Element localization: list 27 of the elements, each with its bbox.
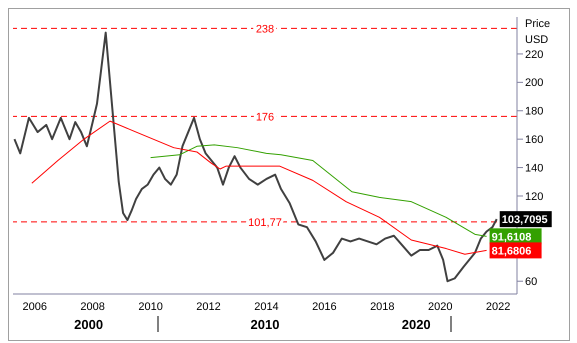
x-tick-label: 2008 bbox=[80, 300, 105, 313]
x-tick-label: 2018 bbox=[370, 300, 395, 313]
x-tick-label: 2016 bbox=[312, 300, 337, 313]
data-label: 103,7095 bbox=[502, 214, 548, 226]
text: 2000 bbox=[74, 317, 104, 332]
y-tick-label: 120 bbox=[525, 190, 544, 203]
ref-line-label: 176 bbox=[256, 111, 274, 124]
x-tick-label: 2014 bbox=[254, 300, 279, 313]
y-axis-title: Price USD bbox=[525, 18, 550, 46]
y-tick-label: 180 bbox=[525, 106, 544, 118]
line-series bbox=[150, 144, 488, 237]
x-tick-label: 2006 bbox=[22, 300, 47, 313]
y-tick-label: 220 bbox=[525, 48, 544, 61]
ref-line-label: 101,77 bbox=[248, 216, 282, 229]
ref-line-label: 238 bbox=[256, 23, 274, 36]
y-tick-label: 200 bbox=[525, 77, 544, 90]
x-tick-label: 2022 bbox=[486, 300, 510, 313]
x-tick-label: 2020 bbox=[428, 300, 452, 313]
text: 2010 bbox=[250, 317, 280, 332]
y-tick-label: 60 bbox=[525, 276, 538, 288]
y-tick-label: 140 bbox=[525, 162, 544, 174]
x-tick-label: 2012 bbox=[196, 300, 221, 313]
data-label: 81,6806 bbox=[492, 245, 532, 258]
text: 2020 bbox=[402, 317, 431, 332]
y-tick-label: 160 bbox=[525, 134, 544, 146]
data-label: 91,6108 bbox=[492, 231, 532, 244]
x-tick-label: 2010 bbox=[138, 300, 163, 313]
